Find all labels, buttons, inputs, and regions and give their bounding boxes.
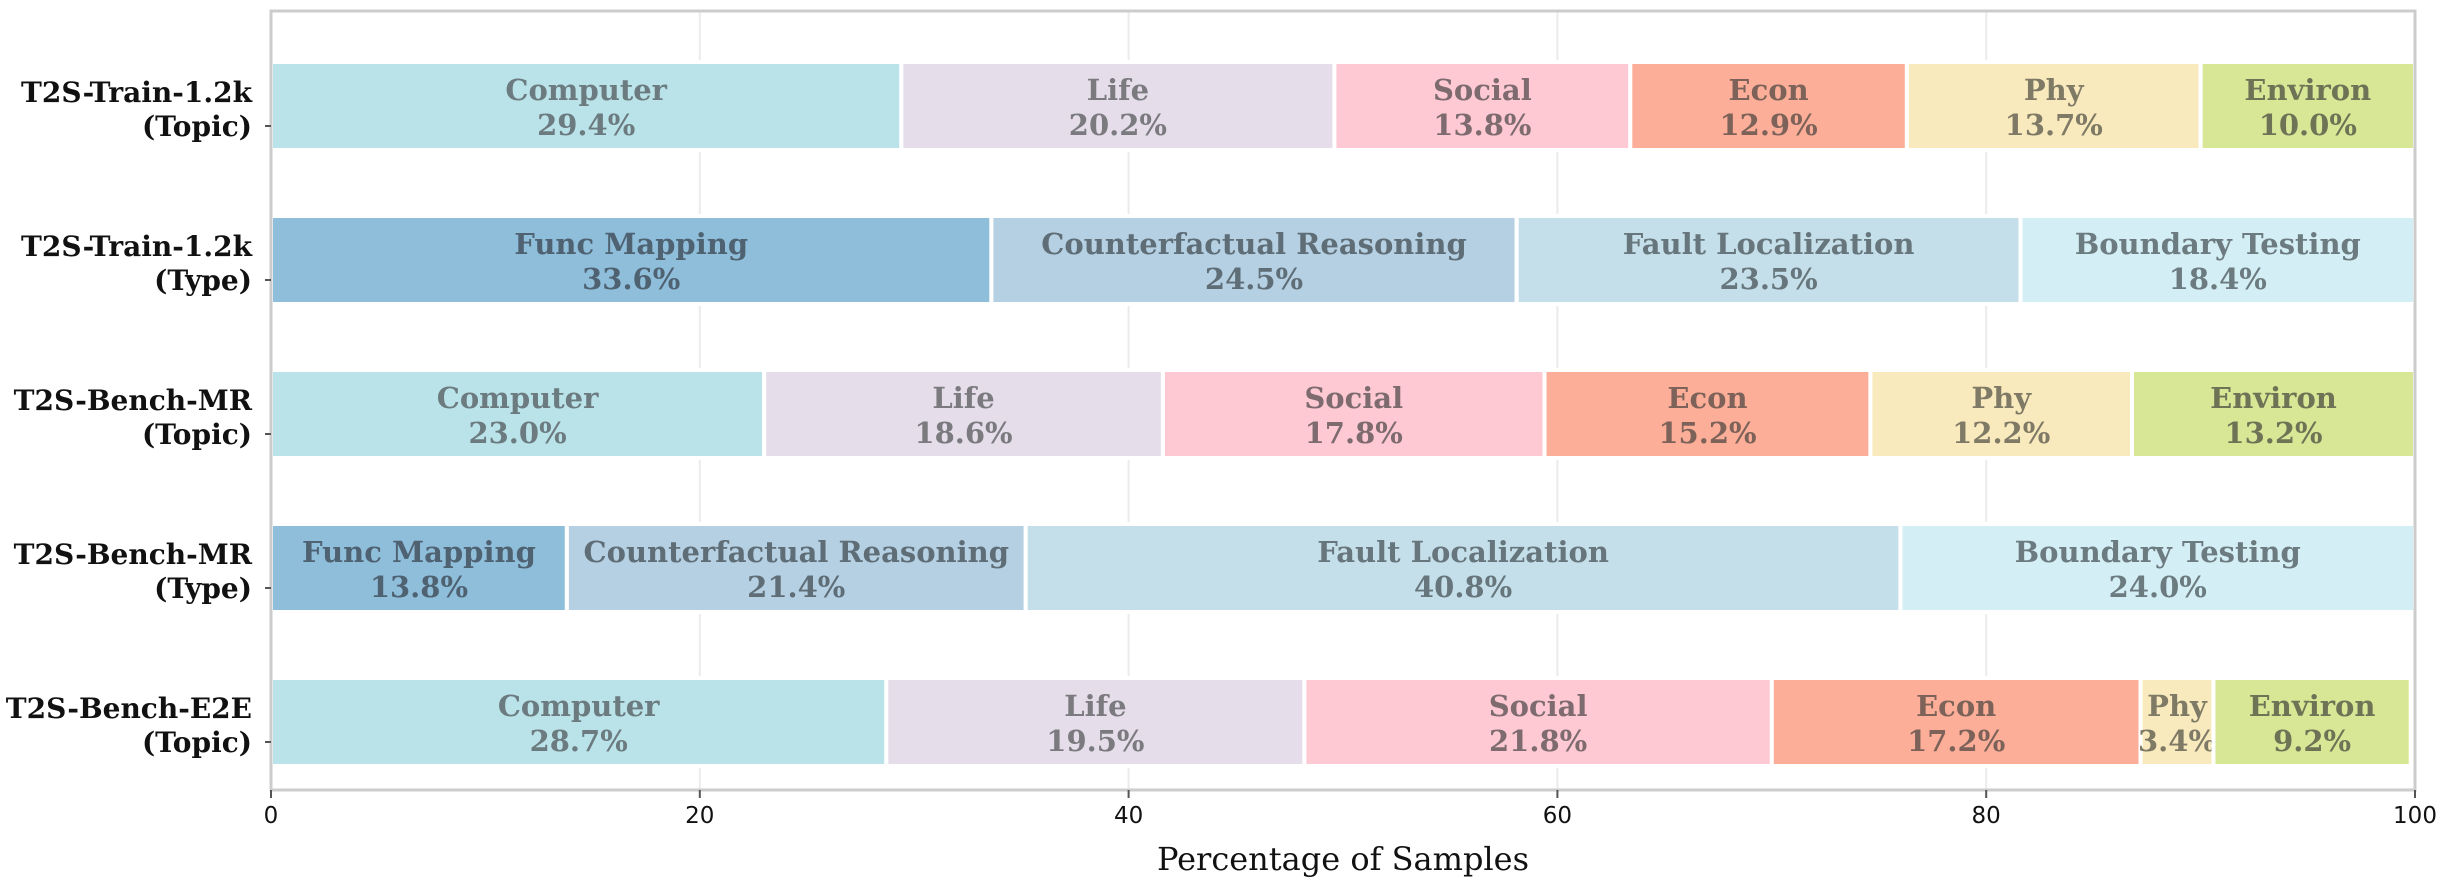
x-tick-label: 60 <box>1543 803 1572 829</box>
segment-value-label: 29.4% <box>537 108 635 142</box>
bar-segment <box>1160 368 1547 460</box>
row-label-line1: T2S-Bench-MR <box>14 384 253 417</box>
x-tick-label: 20 <box>685 803 714 829</box>
bar-segment <box>2018 214 2418 306</box>
bar-segment <box>2211 676 2413 768</box>
row-label-line2: (Topic) <box>142 110 252 143</box>
bar-segment <box>1023 522 1903 614</box>
segment-name-label: Func Mapping <box>514 227 748 261</box>
segment-value-label: 13.7% <box>2005 108 2103 142</box>
segment-value-label: 21.8% <box>1489 724 1587 758</box>
segment-value-label: 18.6% <box>914 416 1012 450</box>
segment-value-label: 20.2% <box>1069 108 1167 142</box>
segment-name-label: Computer <box>505 73 667 107</box>
segment-name-label: Life <box>932 381 994 415</box>
row-label-line1: T2S-Train-1.2k <box>21 76 253 109</box>
segment-name-label: Environ <box>2244 73 2371 107</box>
row-label: T2S-Bench-MR (Topic) <box>14 384 253 451</box>
segment-value-label: 28.7% <box>530 724 628 758</box>
row-label: T2S-Bench-E2E (Topic) <box>6 692 252 759</box>
segment-name-label: Computer <box>437 381 599 415</box>
bar-segment <box>1769 676 2143 768</box>
segment-value-label: 12.2% <box>1952 416 2050 450</box>
bar-segment <box>2198 60 2418 152</box>
x-tick-label: 40 <box>1114 803 1143 829</box>
segment-name-label: Boundary Testing <box>2015 535 2301 569</box>
segment-value-label: 24.0% <box>2109 570 2207 604</box>
segment-value-label: 33.6% <box>582 262 680 296</box>
segment-value-label: 18.4% <box>2169 262 2267 296</box>
x-axis-title: Percentage of Samples <box>1157 840 1529 878</box>
row-label-line1: T2S-Bench-MR <box>14 538 253 571</box>
segment-value-label: 40.8% <box>1414 570 1512 604</box>
segment-name-label: Environ <box>2210 381 2337 415</box>
segment-name-label: Life <box>1087 73 1149 107</box>
segment-name-label: Counterfactual Reasoning <box>1041 227 1467 261</box>
bar-segment <box>1898 522 2417 614</box>
segment-value-label: 13.2% <box>2224 416 2322 450</box>
bar-segment <box>1332 60 1633 152</box>
segment-name-label: Social <box>1304 381 1403 415</box>
segment-name-label: Life <box>1064 689 1126 723</box>
segment-value-label: 24.5% <box>1205 262 1303 296</box>
bar-segment <box>884 676 1307 768</box>
segment-value-label: 10.0% <box>2259 108 2357 142</box>
segment-value-label: 19.5% <box>1046 724 1144 758</box>
segment-value-label: 3.4% <box>2138 724 2216 758</box>
segment-name-label: Environ <box>2249 689 2376 723</box>
row-label-line2: (Type) <box>154 264 252 297</box>
row-label-line2: (Type) <box>154 572 252 605</box>
segment-name-label: Phy <box>2147 689 2208 723</box>
segment-name-label: Fault Localization <box>1623 227 1915 261</box>
segment-name-label: Counterfactual Reasoning <box>584 535 1010 569</box>
bar-segment <box>899 60 1337 152</box>
row-label: T2S-Bench-MR (Type) <box>14 538 253 605</box>
segment-name-label: Fault Localization <box>1317 535 1609 569</box>
row-label-line1: T2S-Train-1.2k <box>21 230 253 263</box>
x-tick-label: 100 <box>2393 803 2437 829</box>
segment-value-label: 13.8% <box>1433 108 1531 142</box>
segment-value-label: 13.8% <box>370 570 468 604</box>
segment-name-label: Econ <box>1728 73 1808 107</box>
segment-name-label: Phy <box>1971 381 2032 415</box>
segment-value-label: 23.5% <box>1719 262 1817 296</box>
row-label: T2S-Train-1.2k (Type) <box>21 230 253 297</box>
segment-name-label: Phy <box>2024 73 2085 107</box>
row-label: T2S-Train-1.2k (Topic) <box>21 76 253 143</box>
bar-segment <box>1628 60 1909 152</box>
segment-name-label: Func Mapping <box>302 535 536 569</box>
x-tick-label: 0 <box>264 803 279 829</box>
bar-segment <box>2138 676 2216 768</box>
segment-name-label: Boundary Testing <box>2075 227 2361 261</box>
segment-name-label: Social <box>1433 73 1532 107</box>
segment-name-label: Social <box>1489 689 1588 723</box>
row-labels: T2S-Train-1.2k (Topic)T2S-Train-1.2k (Type… <box>6 76 253 759</box>
segment-value-label: 9.2% <box>2273 724 2351 758</box>
segment-name-label: Econ <box>1667 381 1747 415</box>
segment-value-label: 17.2% <box>1907 724 2005 758</box>
segment-name-label: Computer <box>498 689 660 723</box>
row-label-line2: (Topic) <box>142 726 252 759</box>
segment-value-label: 21.4% <box>747 570 845 604</box>
x-tick-label: 80 <box>1972 803 2001 829</box>
row-label-line1: T2S-Bench-E2E <box>6 692 252 725</box>
row-label-line2: (Topic) <box>142 418 252 451</box>
segment-value-label: 17.8% <box>1305 416 1403 450</box>
segment-name-label: Econ <box>1916 689 1996 723</box>
bar-segment <box>1542 368 1873 460</box>
bar-segment <box>1514 214 2023 306</box>
bar-segment <box>762 368 1165 460</box>
segment-value-label: 23.0% <box>468 416 566 450</box>
segment-value-label: 15.2% <box>1658 416 1756 450</box>
bar-segment <box>269 60 904 152</box>
segment-value-label: 12.9% <box>1719 108 1817 142</box>
bars: Computer29.4%Life20.2%Social13.8%Econ12.… <box>269 60 2418 768</box>
bar-segment <box>564 522 1028 614</box>
bar-segment <box>269 676 889 768</box>
x-axis: 0 20 40 60 80 100 <box>264 125 2437 829</box>
plot-frame <box>269 9 2417 792</box>
